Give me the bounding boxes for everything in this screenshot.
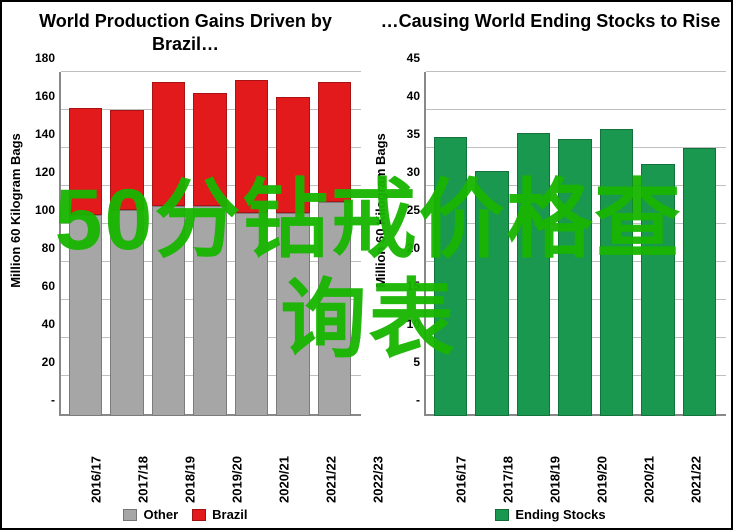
- bar-segment-ending-stocks: [641, 164, 674, 416]
- x-tick-label: 2020/21: [618, 418, 665, 496]
- bar-column: [148, 72, 189, 416]
- left-plot-area: -20406080100120140160180: [59, 72, 361, 416]
- bar-column: [637, 72, 678, 416]
- legend-swatch: [123, 509, 137, 521]
- legend-swatch: [192, 509, 206, 521]
- bar-segment-other: [152, 206, 185, 416]
- bar-segment-other: [276, 213, 309, 416]
- bar-segment-ending-stocks: [683, 148, 716, 416]
- x-tick-label: 2021/22: [300, 418, 347, 496]
- right-x-ticks: 2016/172017/182018/192019/202020/212021/…: [424, 418, 726, 496]
- x-tick-label: 2017/18: [477, 418, 524, 496]
- bar-segment-brazil: [69, 108, 102, 215]
- left-x-ticks: 2016/172017/182018/192019/202020/212021/…: [59, 418, 361, 496]
- right-legend: Ending Stocks: [369, 507, 732, 522]
- x-tick-label: 2019/20: [206, 418, 253, 496]
- bar-column: [189, 72, 230, 416]
- bar-segment-ending-stocks: [558, 139, 591, 416]
- bar-segment-brazil: [110, 110, 143, 209]
- bar-column: [679, 72, 720, 416]
- legend-label: Other: [143, 507, 178, 522]
- bar-column: [471, 72, 512, 416]
- bar-segment-ending-stocks: [517, 133, 550, 416]
- bar-column: [314, 72, 355, 416]
- legend-swatch: [495, 509, 509, 521]
- x-tick-label: 2018/19: [159, 418, 206, 496]
- legend-item: Other: [123, 507, 178, 522]
- bar-column: [513, 72, 554, 416]
- y-tick-label: 45: [407, 51, 426, 65]
- bar-segment-ending-stocks: [434, 137, 467, 416]
- left-y-axis-label: Million 60 Kilogram Bags: [6, 4, 24, 416]
- x-tick-label: 2016/17: [430, 418, 477, 496]
- bar-segment-other: [69, 215, 102, 416]
- x-tick-label: 2017/18: [112, 418, 159, 496]
- right-chart-title: …Causing World Ending Stocks to Rise: [369, 4, 732, 37]
- left-panel: World Production Gains Driven by Brazil……: [4, 4, 367, 526]
- right-plot-area: -51015202530354045: [424, 72, 726, 416]
- bar-segment-brazil: [235, 80, 268, 214]
- legend-item: Ending Stocks: [495, 507, 605, 522]
- bar-segment-brazil: [152, 82, 185, 206]
- bar-column: [65, 72, 106, 416]
- y-tick-label: 160: [35, 89, 61, 103]
- bar-segment-other: [318, 202, 351, 416]
- x-tick-label: 2020/21: [253, 418, 300, 496]
- bar-segment-ending-stocks: [475, 171, 508, 416]
- bar-segment-ending-stocks: [600, 129, 633, 416]
- legend-label: Brazil: [212, 507, 247, 522]
- y-tick-label: 100: [35, 203, 61, 217]
- legend-label: Ending Stocks: [515, 507, 605, 522]
- y-tick-label: 140: [35, 127, 61, 141]
- bar-segment-brazil: [318, 82, 351, 202]
- x-tick-label: 2018/19: [524, 418, 571, 496]
- bar-segment-other: [235, 213, 268, 416]
- right-y-axis-label: Million 60 Kilogram Bags: [371, 4, 389, 416]
- bar-column: [231, 72, 272, 416]
- bar-column: [272, 72, 313, 416]
- x-tick-label: 2022/23: [712, 418, 733, 496]
- bar-column: [554, 72, 595, 416]
- y-tick-label: 120: [35, 165, 61, 179]
- legend-item: Brazil: [192, 507, 247, 522]
- bar-column: [106, 72, 147, 416]
- bar-segment-brazil: [276, 97, 309, 214]
- x-tick-label: 2016/17: [65, 418, 112, 496]
- left-legend: Other Brazil: [4, 507, 367, 522]
- x-tick-label: 2021/22: [665, 418, 712, 496]
- bar-segment-other: [110, 210, 143, 416]
- figure-container: World Production Gains Driven by Brazil……: [0, 0, 733, 530]
- y-tick-label: 180: [35, 51, 61, 65]
- bar-column: [596, 72, 637, 416]
- right-panel: …Causing World Ending Stocks to Rise Mil…: [369, 4, 732, 526]
- bar-column: [430, 72, 471, 416]
- bar-segment-other: [193, 206, 226, 416]
- bar-segment-brazil: [193, 93, 226, 206]
- x-tick-label: 2019/20: [571, 418, 618, 496]
